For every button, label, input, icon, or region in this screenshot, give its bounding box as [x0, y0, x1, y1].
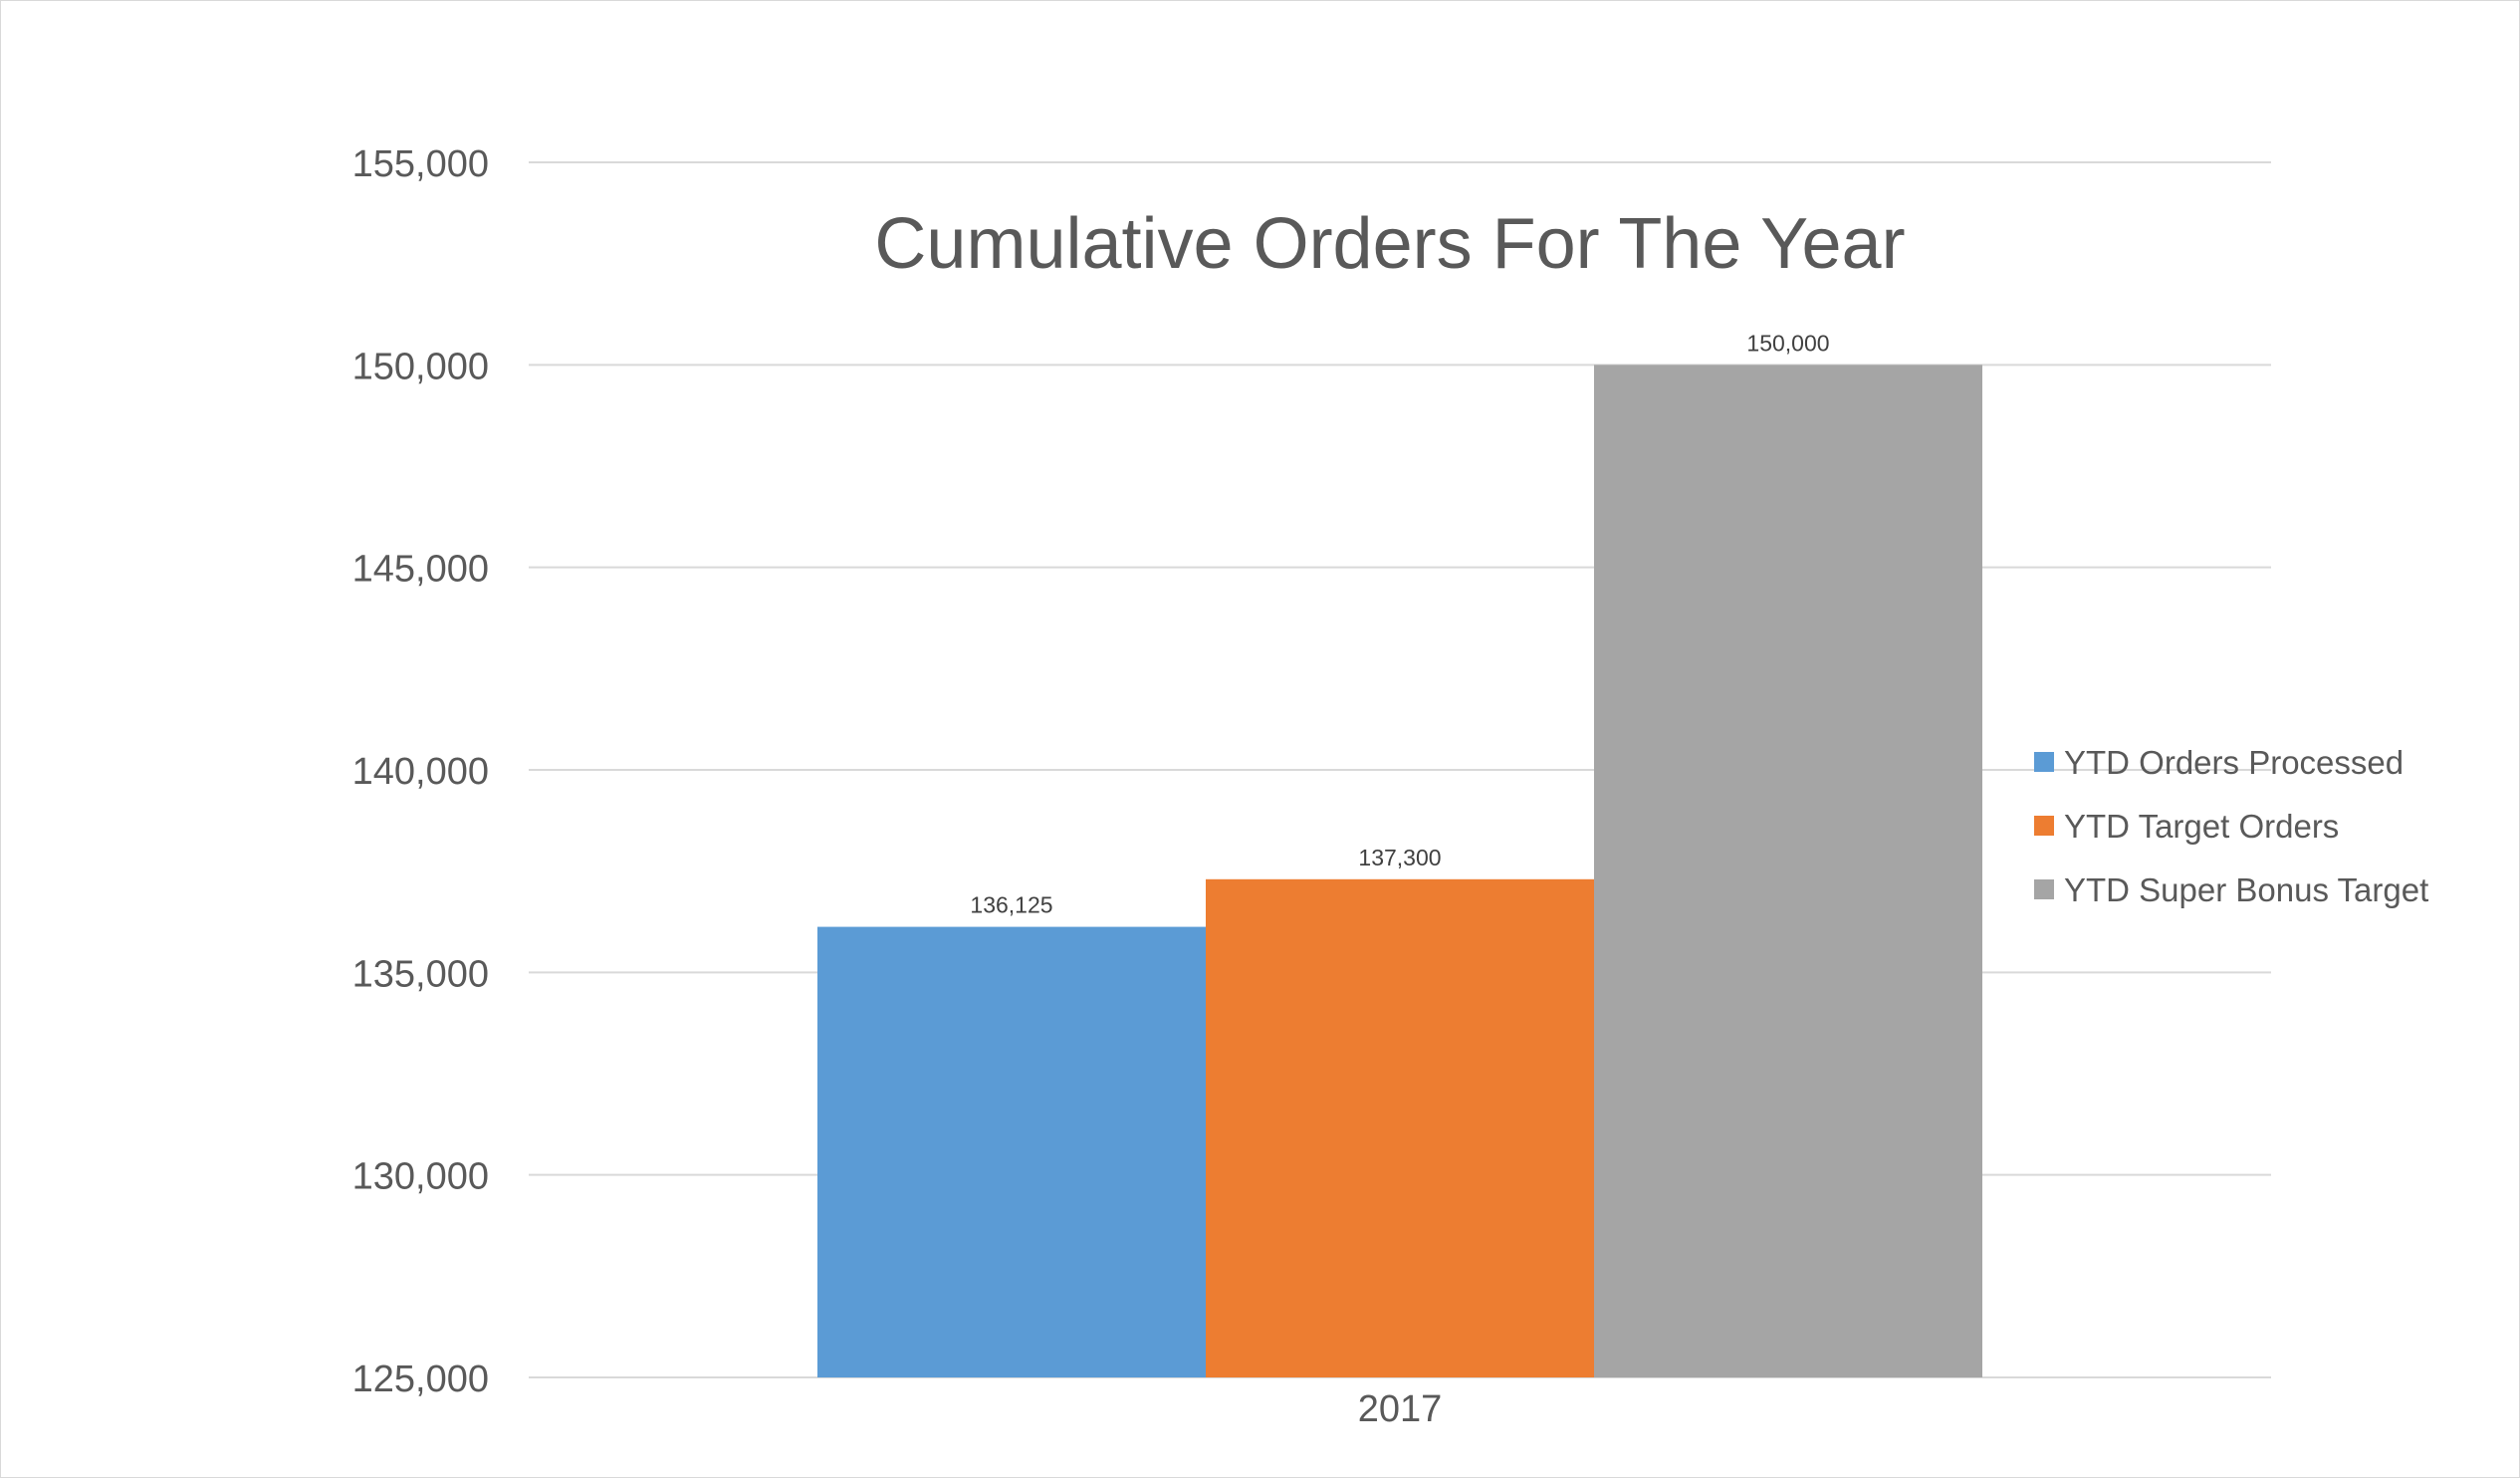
legend: YTD Orders Processed YTD Target Orders YTD…: [2034, 744, 2428, 908]
x-tick-label: 2017: [1358, 1388, 1443, 1430]
legend-swatch: [2034, 752, 2054, 772]
y-tick-label: 155,000: [352, 143, 489, 185]
y-tick-label: 150,000: [352, 346, 489, 387]
y-tick-label: 135,000: [352, 953, 489, 995]
bar: [1206, 878, 1594, 1377]
data-label: 136,125: [970, 892, 1052, 918]
y-tick-label: 125,000: [352, 1358, 489, 1400]
y-axis-tick-labels: 125,000 130,000 135,000 140,000 145,000 150,0…: [352, 143, 489, 1400]
data-labels: 136,125 137,300 150,000: [970, 330, 1829, 917]
y-tick-label: 130,000: [352, 1156, 489, 1198]
data-label: 137,300: [1358, 845, 1441, 870]
legend-swatch: [2034, 879, 2054, 899]
legend-swatch: [2034, 816, 2054, 836]
bar: [1594, 365, 1982, 1377]
bar: [817, 926, 1206, 1377]
bars: [817, 365, 1982, 1377]
y-tick-label: 140,000: [352, 751, 489, 793]
legend-label: YTD Target Orders: [2064, 808, 2339, 845]
data-label: 150,000: [1746, 330, 1829, 356]
y-tick-label: 145,000: [352, 549, 489, 591]
legend-label: YTD Super Bonus Target: [2064, 871, 2428, 908]
legend-label: YTD Orders Processed: [2064, 744, 2404, 781]
x-axis-tick-labels: 2017: [1358, 1388, 1443, 1430]
chart-title: Cumulative Orders For The Year: [874, 204, 1905, 284]
